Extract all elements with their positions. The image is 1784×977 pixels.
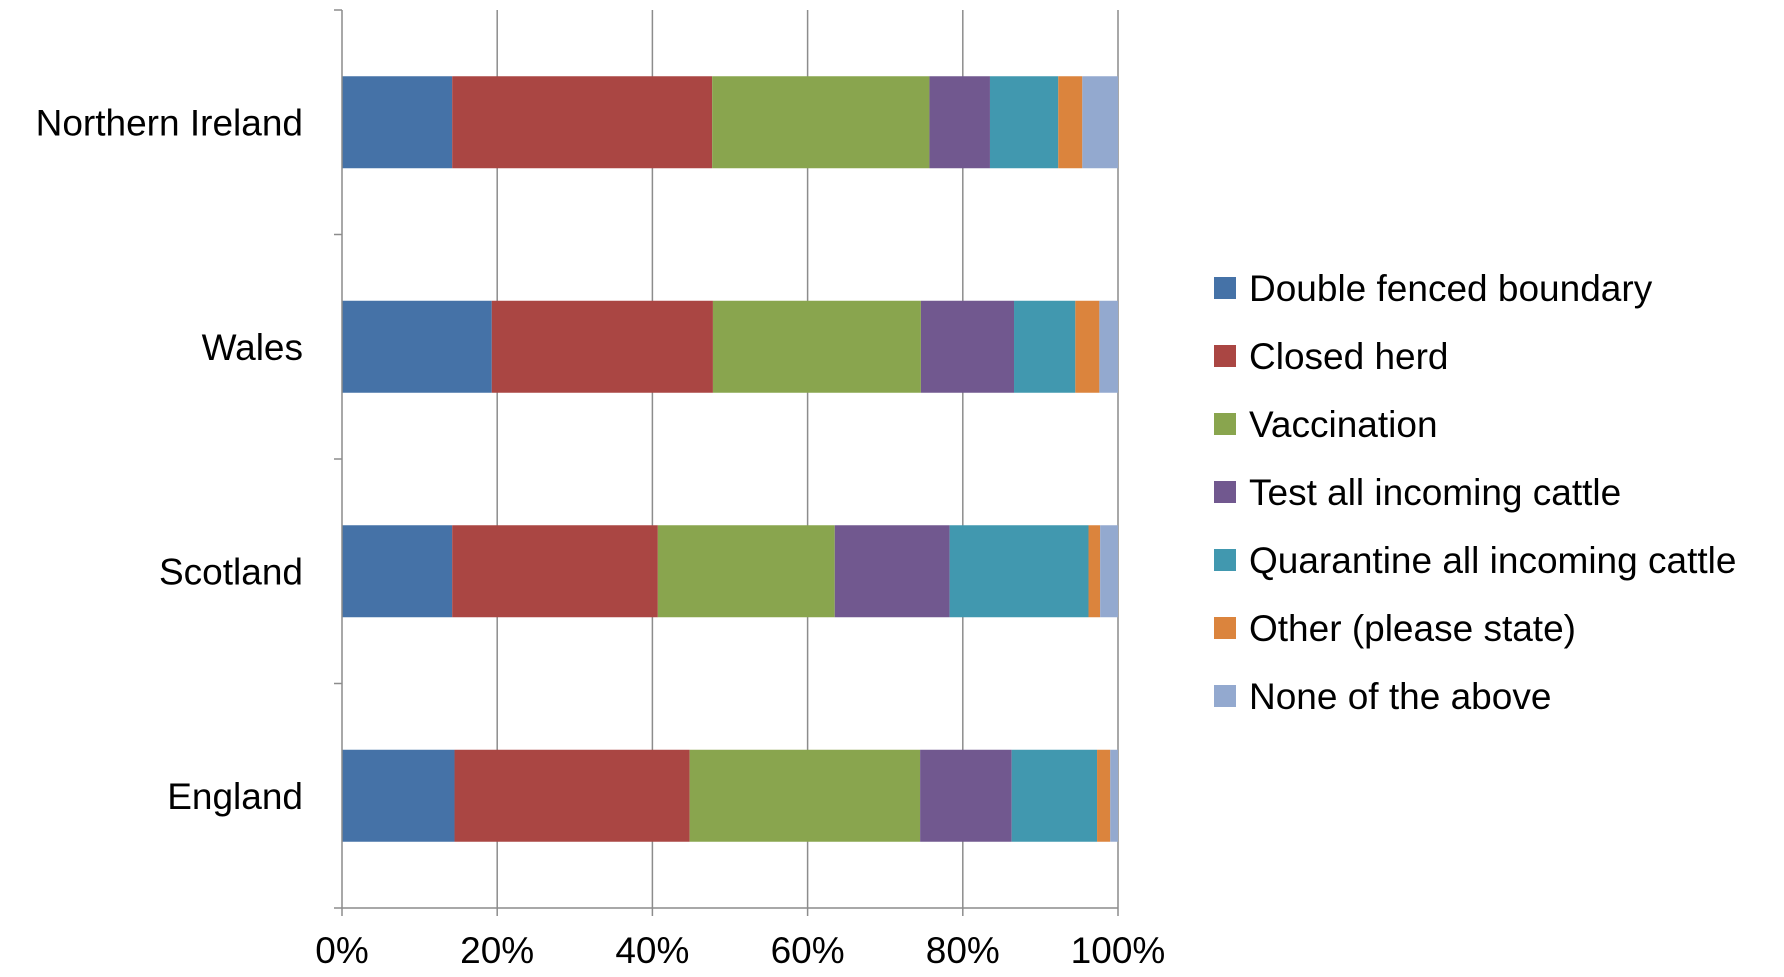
bar-segment: [454, 749, 690, 842]
category-label: Wales: [202, 327, 303, 368]
x-tick-label: 60%: [771, 930, 845, 971]
legend-swatch: [1214, 345, 1236, 367]
bar-area: [342, 76, 1118, 842]
x-tick-label: 100%: [1071, 930, 1166, 971]
legend-label: Vaccination: [1249, 404, 1438, 445]
legend-label: None of the above: [1249, 676, 1551, 717]
bar-segment: [712, 300, 921, 393]
bar-segment: [452, 525, 658, 618]
bar-segment: [1082, 76, 1118, 169]
bar-segment: [989, 76, 1059, 169]
category-label: Northern Ireland: [36, 102, 303, 143]
legend-label: Test all incoming cattle: [1249, 472, 1621, 513]
bar-segment: [342, 300, 492, 393]
bar-segment: [491, 300, 713, 393]
legend-label: Double fenced boundary: [1249, 268, 1653, 309]
bar-segment: [657, 525, 835, 618]
x-tick-label: 40%: [615, 930, 689, 971]
bar-segment: [689, 749, 921, 842]
bar-segment: [1097, 749, 1111, 842]
bar-segment: [452, 76, 713, 169]
category-labels: Northern Ireland Wales Scotland England: [36, 102, 303, 817]
legend-swatch: [1214, 481, 1236, 503]
x-tick-label: 80%: [926, 930, 1000, 971]
legend: Double fenced boundary Closed herd Vaccina…: [1214, 268, 1736, 717]
bar-segment: [342, 525, 453, 618]
category-label: England: [167, 776, 303, 817]
x-tick-label: 0%: [315, 930, 368, 971]
bar-segment: [712, 76, 930, 169]
category-label: Scotland: [159, 551, 303, 592]
bar-segment: [920, 749, 1012, 842]
x-tick-label: 20%: [460, 930, 534, 971]
bar-segment: [1014, 300, 1076, 393]
bar-segment: [1100, 525, 1118, 618]
legend-swatch: [1214, 685, 1236, 707]
bar-segment: [1088, 525, 1101, 618]
legend-label: Other (please state): [1249, 608, 1576, 649]
legend-swatch: [1214, 617, 1236, 639]
legend-swatch: [1214, 413, 1236, 435]
legend-label: Closed herd: [1249, 336, 1449, 377]
bar-segment: [1011, 749, 1098, 842]
axes: [334, 9, 1119, 916]
bar-segment: [929, 76, 990, 169]
legend-swatch: [1214, 549, 1236, 571]
bar-segment: [342, 76, 453, 169]
legend-label: Quarantine all incoming cattle: [1249, 540, 1736, 581]
bar-segment: [1058, 76, 1083, 169]
bar-segment: [949, 525, 1089, 618]
bar-segment: [920, 300, 1015, 393]
x-tick-labels: 0% 20% 40% 60% 80% 100%: [315, 930, 1165, 971]
bar-segment: [1099, 300, 1118, 393]
bar-segment: [1110, 749, 1118, 842]
bar-segment: [342, 749, 455, 842]
bar-segment: [834, 525, 950, 618]
bar-segment: [1075, 300, 1100, 393]
legend-swatch: [1214, 277, 1236, 299]
